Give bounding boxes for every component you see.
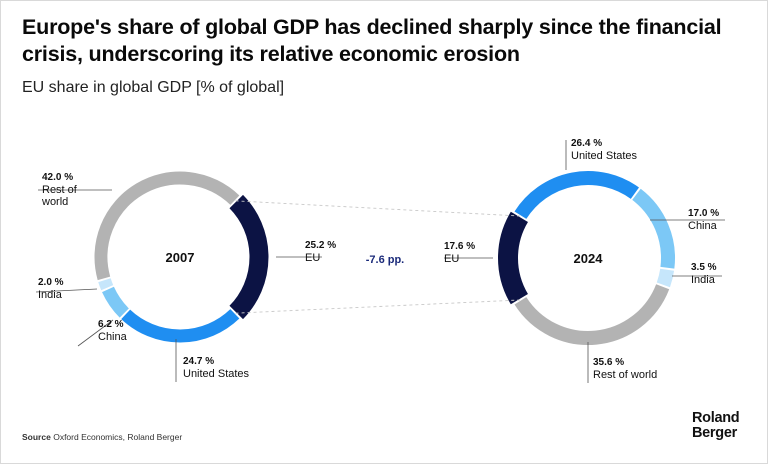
source-text: Oxford Economics, Roland Berger <box>53 432 183 442</box>
value-label-2024-india: 3.5 % <box>691 262 717 273</box>
chart-subtitle: EU share in global GDP [% of global] <box>22 79 285 96</box>
name-label-2007-rest-of-world: world <box>41 196 68 208</box>
year-label-2007: 2007 <box>166 250 195 265</box>
value-label-2024-eu: 17.6 % <box>444 241 475 252</box>
delta-label: -7.6 pp. <box>366 254 405 266</box>
name-label-2024-india: India <box>691 274 716 286</box>
name-label-2007-rest-of-world: Rest of <box>42 184 78 196</box>
chart-title: Europe's share of global GDP has decline… <box>22 15 722 66</box>
source-note: Source Oxford Economics, Roland Berger <box>22 432 182 442</box>
value-label-2007-rest-of-world: 42.0 % <box>42 172 73 183</box>
slice-2024-rest-of-world <box>514 284 670 345</box>
value-label-2007-india: 2.0 % <box>38 277 64 288</box>
value-label-2024-united-states: 26.4 % <box>571 138 602 149</box>
slice-2024-united-states <box>514 171 639 220</box>
name-label-2024-united-states: United States <box>571 150 638 162</box>
name-label-2007-china: China <box>98 331 128 343</box>
connector-line-top <box>235 200 520 217</box>
value-label-2024-rest-of-world: 35.6 % <box>593 357 624 368</box>
slice-2007-united-states <box>121 309 240 343</box>
name-label-2024-china: China <box>688 220 718 232</box>
name-label-2007-india: India <box>38 289 63 301</box>
leader-line-2007-india <box>35 288 98 293</box>
value-label-2007-eu: 25.2 % <box>305 240 336 251</box>
logo-line2: Berger <box>692 425 737 441</box>
name-label-2024-rest-of-world: Rest of world <box>593 369 657 381</box>
leader-line-2007-china <box>77 319 114 347</box>
slice-2007-eu <box>229 194 269 320</box>
slice-2024-india <box>656 268 675 288</box>
connector-line-bottom <box>235 299 520 314</box>
year-label-2024: 2024 <box>574 251 604 266</box>
value-label-2007-united-states: 24.7 % <box>183 356 214 367</box>
slice-2024-eu <box>498 211 529 305</box>
slice-2007-india <box>98 278 114 291</box>
value-label-2007-china: 6.2 % <box>98 319 124 330</box>
slice-2024-china <box>632 188 675 269</box>
slice-2007-china <box>102 286 130 318</box>
name-label-2024-eu: EU <box>444 253 459 265</box>
name-label-2007-eu: EU <box>305 252 320 264</box>
source-label: Source <box>22 432 51 442</box>
name-label-2007-united-states: United States <box>183 368 250 380</box>
roland-berger-logo: Roland Berger <box>692 410 740 441</box>
value-label-2024-china: 17.0 % <box>688 208 719 219</box>
slice-2007-rest-of-world <box>94 171 240 281</box>
logo-line1: Roland <box>692 410 740 426</box>
